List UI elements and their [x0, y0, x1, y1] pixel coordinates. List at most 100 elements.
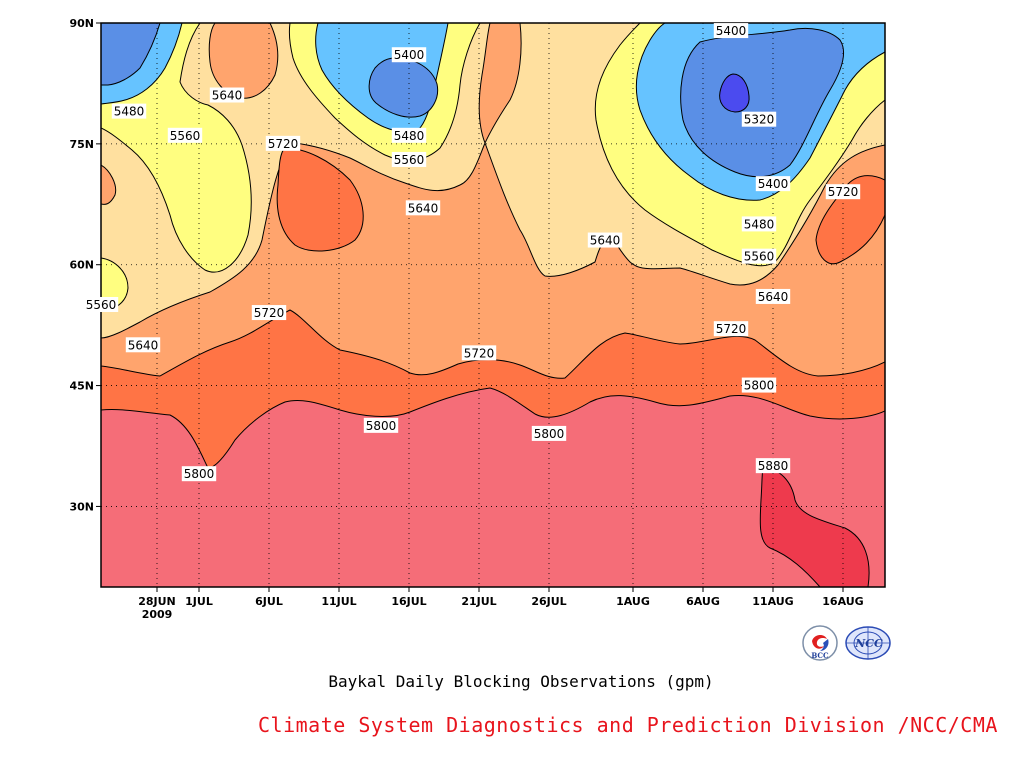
contour-label: 5640: [587, 232, 623, 248]
contour-label-text: 5720: [464, 346, 495, 360]
band-5320-5400-east: [680, 27, 845, 178]
contour-label-bg: [391, 151, 427, 167]
band-5720-5800-west-edge: [101, 164, 117, 205]
y-tick-label: 60N: [69, 259, 94, 272]
contour-label: 5400: [713, 23, 749, 39]
grid: [101, 23, 885, 587]
contour-label-bg: [209, 87, 245, 103]
contour-label-text: 5720: [828, 185, 859, 199]
x-tick-label: 1AUG: [616, 595, 650, 608]
contour-label: 5800: [363, 417, 399, 433]
contour-label: 5480: [391, 127, 427, 143]
contour-label-bg: [391, 47, 427, 63]
band-5720-5800-north-east: [815, 175, 885, 265]
contour-label: 5480: [111, 103, 147, 119]
contour-label: 5640: [755, 288, 791, 304]
contour-label-text: 5800: [534, 427, 565, 441]
contour-label-text: 5320: [744, 113, 775, 127]
contour-label-text: 5640: [212, 89, 243, 103]
contour-label-text: 5720: [268, 137, 299, 151]
x-tick-label: 11JUL: [321, 595, 356, 608]
contour-label-text: 5880: [758, 459, 789, 473]
contour-label: 5720: [713, 321, 749, 337]
contour-label-bg: [755, 458, 791, 474]
contour-label-bg: [713, 321, 749, 337]
contour-labels: 5400 5400 5480 5640 5560 5720 5480 5560 5640 5320…: [83, 23, 861, 482]
contour-label: 5560: [741, 248, 777, 264]
contour-label: 5640: [405, 200, 441, 216]
x-tick-label: 16JUL: [391, 595, 426, 608]
contour-label-text: 5400: [758, 177, 789, 191]
contour-label-text: 5800: [744, 379, 775, 393]
contour-label: 5640: [209, 87, 245, 103]
contour-label: 5800: [181, 466, 217, 482]
band-5320-5400-center: [368, 57, 439, 118]
bcc-logo-icon: BCC: [801, 624, 839, 662]
contour-label-bg: [167, 127, 203, 143]
contour-label-text: 5720: [254, 306, 285, 320]
contour-label-bg: [825, 184, 861, 200]
x-tick-label: 21JUL: [461, 595, 496, 608]
plot-area: [101, 23, 885, 587]
contour-label-bg: [265, 135, 301, 151]
contour-label: 5880: [755, 458, 791, 474]
contour-label-bg: [405, 200, 441, 216]
contour-label-bg: [741, 111, 777, 127]
y-tick-label: 75N: [69, 138, 94, 151]
x-tick-label: 26JUL: [531, 595, 566, 608]
contour-label: 5720: [461, 345, 497, 361]
contour-label: 5560: [391, 151, 427, 167]
contour-label-text: 5480: [114, 105, 145, 119]
contour-label: 5720: [825, 184, 861, 200]
x-year-label: 2009: [142, 608, 173, 621]
contour-label-text: 5640: [408, 201, 439, 215]
chart-title: Baykal Daily Blocking Observations (gpm): [328, 672, 714, 691]
contour-label: 5800: [531, 425, 567, 441]
band-5800-5880-south: [759, 467, 870, 587]
contour-label-bg: [713, 23, 749, 39]
contour-label: 5560: [167, 127, 203, 143]
bcc-logo-text: BCC: [811, 651, 829, 660]
contour-label-text: 5640: [590, 234, 621, 248]
contour-label-text: 5480: [394, 129, 425, 143]
contour-label-bg: [741, 216, 777, 232]
contour-label: 5800: [741, 377, 777, 393]
contour-label-bg: [125, 337, 161, 353]
contour-label-bg: [531, 425, 567, 441]
credit-line: Climate System Diagnostics and Predictio…: [258, 713, 998, 737]
contour-label-bg: [83, 297, 119, 312]
contour-label-bg: [755, 288, 791, 304]
contour-label-bg: [181, 466, 217, 482]
x-tick-label: 6AUG: [686, 595, 720, 608]
contour-label: 5720: [265, 135, 301, 151]
ncc-logo-icon: NCC: [844, 624, 891, 662]
contour-label-text: 5560: [744, 250, 775, 264]
contour-label-text: 5640: [128, 338, 159, 352]
contour-label-bg: [741, 377, 777, 393]
contour-label: 5560: [83, 297, 119, 312]
y-tick-label: 90N: [69, 17, 94, 30]
contour-label: 5720: [251, 305, 287, 321]
contour-label-bg: [251, 305, 287, 321]
contour-label-bg: [391, 127, 427, 143]
contour-label-bg: [111, 103, 147, 119]
contour-label-bg: [363, 417, 399, 433]
band-5720-5800-north-west: [276, 147, 364, 252]
band-5560-5640-north-center: [478, 23, 522, 145]
contour-label-text: 5800: [366, 419, 397, 433]
contour-label-bg: [587, 232, 623, 248]
contour-label: 5640: [125, 337, 161, 353]
contour-label-bg: [461, 345, 497, 361]
contour-label-bg: [741, 248, 777, 264]
x-tick-label: 16AUG: [822, 595, 863, 608]
x-tick-label: 11AUG: [752, 595, 793, 608]
x-tick-label: 6JUL: [255, 595, 283, 608]
band-below-5320: [719, 73, 750, 113]
contour-label-text: 5400: [394, 48, 425, 62]
contour-label: 5400: [391, 47, 427, 63]
contour-label: 5320: [741, 111, 777, 127]
x-tick-label: 28JUN: [138, 595, 176, 608]
contour-label: 5400: [755, 176, 791, 192]
contour-label-text: 5480: [744, 217, 775, 231]
